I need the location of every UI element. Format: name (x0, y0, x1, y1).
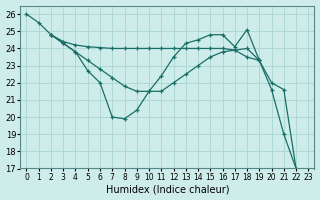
X-axis label: Humidex (Indice chaleur): Humidex (Indice chaleur) (106, 184, 229, 194)
